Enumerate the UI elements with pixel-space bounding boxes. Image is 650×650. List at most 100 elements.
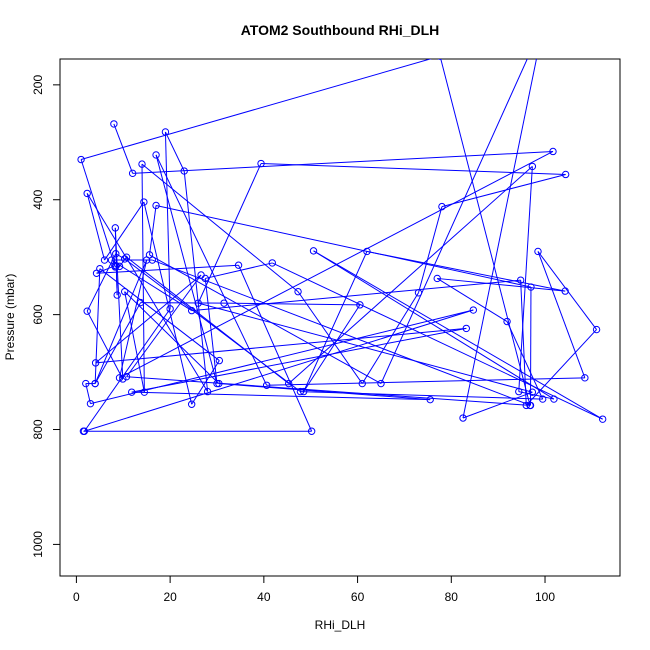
series-segment bbox=[520, 280, 527, 406]
y-tick-label: 800 bbox=[31, 419, 45, 439]
series-segment bbox=[99, 268, 220, 361]
data-point bbox=[119, 375, 127, 383]
data-point bbox=[592, 325, 601, 334]
data-point bbox=[549, 147, 557, 156]
data-point bbox=[122, 253, 131, 261]
data-point bbox=[136, 298, 145, 307]
series-segment bbox=[537, 251, 597, 330]
series-segment bbox=[155, 204, 532, 288]
data-point bbox=[77, 155, 85, 164]
data-point bbox=[459, 414, 467, 422]
series-segment bbox=[266, 377, 585, 386]
data-point bbox=[120, 287, 129, 296]
data-point bbox=[115, 374, 124, 382]
data-point bbox=[215, 379, 223, 388]
series-segment bbox=[313, 250, 555, 400]
series-segment bbox=[104, 201, 145, 261]
series-segment bbox=[149, 254, 382, 384]
data-point bbox=[433, 274, 441, 283]
series-segment bbox=[155, 154, 218, 384]
series-segment bbox=[83, 308, 171, 432]
series-segment bbox=[380, 59, 528, 384]
series-segment bbox=[261, 163, 566, 175]
data-point bbox=[528, 388, 537, 396]
data-point bbox=[515, 387, 523, 396]
series-segment bbox=[303, 251, 368, 392]
data-point bbox=[581, 374, 589, 382]
data-point bbox=[528, 162, 537, 171]
data-point bbox=[363, 247, 371, 256]
series-segment bbox=[86, 193, 209, 392]
series-segment bbox=[94, 259, 148, 384]
series-segment bbox=[191, 279, 521, 312]
y-tick-label: 400 bbox=[31, 189, 45, 209]
series-segment bbox=[462, 59, 537, 419]
data-point bbox=[152, 201, 160, 210]
series-segment bbox=[224, 302, 360, 306]
series-segment bbox=[537, 251, 586, 378]
series-segment bbox=[115, 265, 118, 296]
data-point bbox=[128, 169, 137, 178]
data-point bbox=[120, 255, 129, 263]
series-segment bbox=[197, 163, 262, 304]
data-point bbox=[110, 120, 118, 128]
data-point bbox=[187, 306, 196, 315]
data-point bbox=[262, 381, 271, 389]
data-point bbox=[140, 198, 148, 206]
series-segment bbox=[126, 256, 289, 384]
data-point bbox=[83, 307, 91, 315]
series-segment bbox=[303, 304, 361, 392]
x-tick-label: 0 bbox=[73, 590, 80, 604]
x-tick-label: 20 bbox=[163, 590, 177, 604]
series-segment bbox=[518, 166, 533, 392]
series-segment bbox=[95, 274, 202, 364]
data-point bbox=[112, 250, 120, 258]
data-point bbox=[561, 170, 570, 179]
series-segment bbox=[313, 250, 603, 420]
series-segment bbox=[440, 59, 531, 406]
data-point bbox=[268, 259, 276, 267]
data-point bbox=[138, 160, 146, 168]
series-segment bbox=[437, 277, 566, 292]
data-point bbox=[86, 399, 95, 408]
series-segment bbox=[94, 302, 142, 384]
data-point bbox=[526, 401, 534, 410]
data-point bbox=[234, 261, 243, 269]
data-point bbox=[358, 379, 366, 388]
data-point bbox=[197, 271, 205, 279]
series-segment bbox=[152, 259, 531, 406]
series-segment bbox=[86, 310, 124, 380]
data-point bbox=[414, 289, 423, 297]
data-point bbox=[437, 59, 443, 60]
data-point bbox=[203, 387, 212, 396]
data-point bbox=[122, 372, 131, 381]
y-tick-label: 600 bbox=[31, 304, 45, 324]
chart-title: ATOM2 Southbound RHi_DLH bbox=[241, 22, 440, 38]
series-segment bbox=[113, 123, 134, 174]
series-segment bbox=[131, 327, 467, 393]
data-point bbox=[534, 247, 542, 256]
series-segment bbox=[141, 163, 299, 293]
x-axis: 0 20 40 60 80 100 bbox=[73, 575, 555, 604]
series-segment bbox=[238, 265, 313, 432]
data-point bbox=[541, 18, 547, 24]
series-segment bbox=[462, 391, 533, 419]
x-axis-label: RHi_DLH bbox=[315, 618, 366, 632]
series-segment bbox=[80, 59, 432, 161]
data-point bbox=[161, 128, 170, 136]
data-point bbox=[152, 151, 160, 159]
data-point bbox=[79, 427, 88, 435]
series-segment bbox=[149, 205, 157, 255]
series-segment bbox=[441, 173, 566, 208]
series-segment bbox=[288, 166, 533, 384]
data-point bbox=[91, 379, 99, 388]
series-segment bbox=[86, 253, 117, 312]
series-segment bbox=[205, 262, 273, 279]
y-axis-label: Pressure (mbar) bbox=[3, 274, 17, 361]
series-segment bbox=[132, 150, 554, 174]
series-segment bbox=[506, 321, 544, 400]
data-point bbox=[100, 256, 109, 264]
x-tick-label: 40 bbox=[257, 590, 271, 604]
data-point bbox=[82, 379, 90, 388]
series-segment bbox=[297, 291, 363, 384]
